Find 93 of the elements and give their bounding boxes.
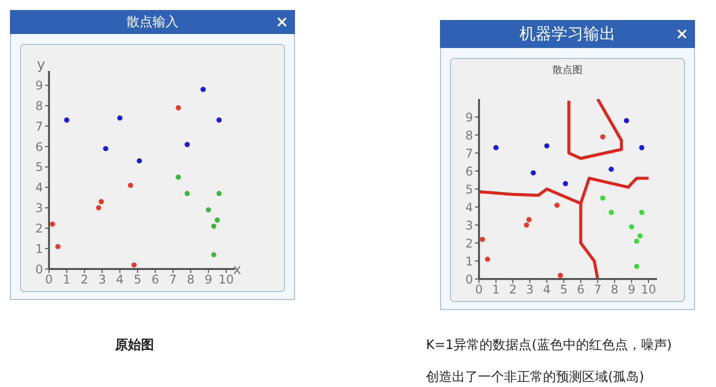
x-tick-label: 2 — [509, 282, 517, 297]
x-tick-label: 6 — [151, 272, 160, 287]
y-tick-label: 3 — [465, 218, 473, 232]
y-tick-label: 8 — [465, 128, 473, 142]
line-series — [567, 99, 623, 160]
point — [176, 174, 181, 180]
point — [628, 224, 634, 230]
x-tick-label: 7 — [169, 272, 177, 287]
point — [530, 170, 536, 176]
point — [484, 256, 490, 262]
point — [493, 145, 499, 150]
y-tick-label: 7 — [465, 146, 473, 160]
point — [136, 158, 142, 164]
x-tick-label: 9 — [628, 282, 636, 297]
text: K=1异常的数据点(蓝色中的红色点，噪声) — [426, 337, 672, 354]
point — [211, 224, 216, 229]
point — [55, 244, 60, 250]
point — [637, 233, 643, 238]
point — [639, 210, 644, 215]
point — [96, 205, 102, 210]
y-tick-label: 9 — [35, 78, 43, 93]
y-tick-label: 0 — [35, 262, 43, 276]
point — [103, 146, 108, 152]
x-tick-label: 2 — [80, 272, 88, 287]
text: 原始图 — [115, 337, 154, 354]
y-tick-label: 2 — [35, 221, 43, 236]
y-tick-label: 6 — [465, 164, 473, 178]
y-tick-label: 5 — [465, 182, 473, 196]
y-tick-label: 9 — [465, 110, 473, 124]
point — [214, 217, 220, 223]
point — [526, 217, 532, 222]
y-tick-label: 1 — [35, 242, 43, 256]
x-tick-label: 8 — [186, 272, 195, 287]
point — [211, 252, 216, 258]
x-tick-label: 3 — [526, 282, 534, 297]
y-tick-label: 3 — [35, 201, 43, 216]
x-tick-label: 9 — [204, 272, 212, 287]
point — [131, 262, 137, 268]
x-tick-label: 8 — [610, 282, 618, 297]
point — [639, 145, 644, 150]
y-tick-label: 2 — [465, 236, 473, 250]
y-tick-label: 4 — [465, 200, 473, 214]
x-tick-label: 5 — [560, 282, 568, 297]
point — [216, 117, 222, 123]
point — [524, 222, 530, 228]
chart-subtitle: 散点图 — [552, 64, 584, 77]
x-axis-title: x — [233, 262, 242, 278]
y-tick-label: 4 — [35, 180, 43, 195]
chart-title: 机器学习输出 — [440, 20, 695, 48]
x-tick-label: 4 — [116, 272, 124, 287]
y-tick-label: 8 — [35, 98, 43, 113]
x-tick-label: 4 — [542, 282, 551, 297]
point — [206, 207, 212, 212]
point — [117, 115, 122, 121]
y-tick-label: 5 — [35, 160, 43, 174]
y-tick-label: 7 — [35, 119, 43, 134]
line-series — [479, 176, 650, 279]
point — [176, 105, 181, 110]
point — [608, 210, 614, 215]
point — [554, 202, 560, 208]
x-tick-label: 1 — [62, 272, 71, 287]
x-tick-label: 0 — [475, 282, 483, 297]
point — [600, 195, 606, 201]
chart-title: 散点输入 — [10, 10, 295, 34]
point — [50, 221, 56, 227]
point — [544, 143, 550, 148]
x-tick-label: 6 — [576, 282, 585, 297]
point — [200, 86, 206, 92]
point — [480, 236, 485, 242]
x-tick-label: 7 — [594, 282, 602, 297]
x-tick-label: 5 — [134, 272, 142, 287]
point — [184, 142, 190, 148]
point — [98, 199, 104, 204]
point — [184, 190, 190, 196]
point — [216, 190, 222, 196]
y-tick-label: 1 — [465, 254, 473, 268]
text: 创造出了一个非正常的预测区域(孤岛) — [426, 369, 644, 386]
y-axis-title: y — [36, 57, 46, 73]
y-tick-label: 6 — [35, 140, 43, 154]
x-tick-label: 0 — [45, 272, 53, 287]
point — [128, 182, 134, 188]
point — [600, 134, 606, 140]
x-tick-label: 1 — [492, 282, 500, 297]
point — [608, 166, 614, 172]
point — [562, 181, 568, 186]
x-tick-label: 10 — [218, 272, 234, 287]
point — [634, 238, 640, 244]
point — [558, 272, 563, 278]
point — [634, 264, 640, 269]
x-tick-label: 3 — [98, 272, 106, 287]
point — [624, 118, 630, 124]
point — [64, 117, 70, 123]
x-tick-label: 10 — [640, 282, 656, 297]
